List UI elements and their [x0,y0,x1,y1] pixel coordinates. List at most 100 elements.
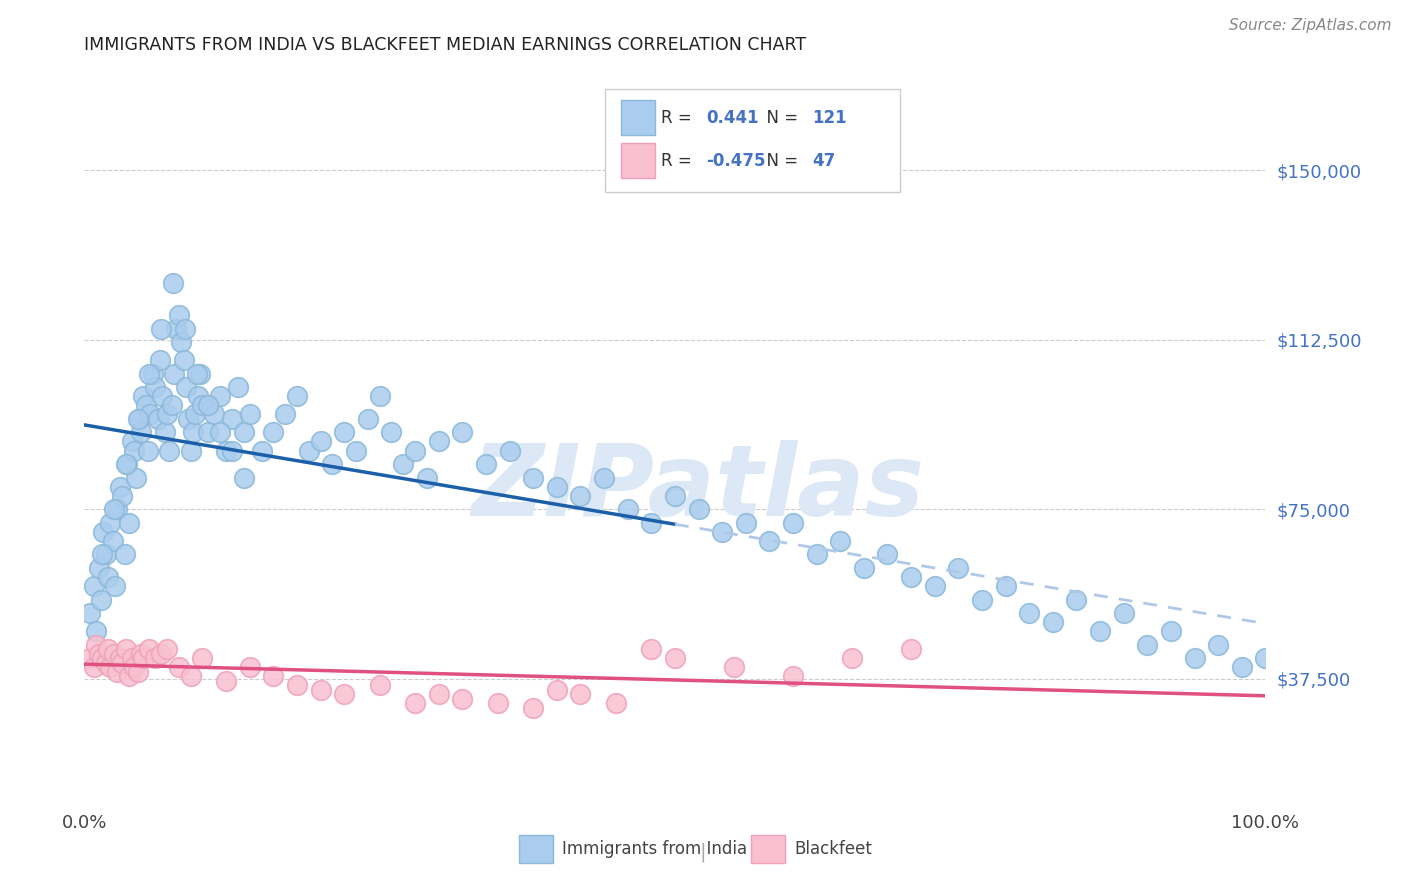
Point [1160,624,1182,639]
Point [392,457,415,471]
Point [333,425,356,440]
Point [191,651,214,665]
Point [900,642,922,657]
Point [239,660,262,674]
Text: 47: 47 [813,153,837,170]
Point [451,425,474,440]
Point [143,651,166,665]
Point [309,434,332,449]
Point [149,353,172,368]
Point [98,660,121,674]
Point [1184,651,1206,665]
Point [876,548,898,562]
Text: 0.441: 0.441 [706,110,758,128]
Point [209,425,232,440]
Point [239,408,262,422]
Point [98,516,121,530]
Point [132,651,155,665]
Point [416,470,439,484]
Point [127,665,149,679]
Point [215,673,238,688]
Text: IMMIGRANTS FROM INDIA VS BLACKFEET MEDIAN EARNINGS CORRELATION CHART: IMMIGRANTS FROM INDIA VS BLACKFEET MEDIA… [84,36,807,54]
Point [309,682,332,697]
Point [569,489,592,503]
Point [142,367,165,381]
Point [103,647,125,661]
Point [150,647,173,661]
Point [427,434,450,449]
Point [806,548,828,562]
Point [79,606,101,620]
Point [101,533,124,548]
Point [167,660,190,674]
Point [79,651,101,665]
Point [122,443,145,458]
Point [344,443,367,458]
Point [900,570,922,584]
Point [107,502,129,516]
Point [146,412,169,426]
Point [368,678,391,692]
Point [91,548,114,562]
Point [1018,606,1040,620]
Point [118,516,141,530]
Point [114,642,136,657]
Point [1112,606,1135,620]
Point [174,380,197,394]
Point [262,425,284,440]
Point [924,579,946,593]
Point [184,408,207,422]
Point [180,669,202,683]
Point [107,665,129,679]
Point [841,651,863,665]
Point [84,638,107,652]
Point [274,408,297,422]
Point [127,412,149,426]
Text: N =: N = [756,110,804,128]
Point [427,687,450,701]
Point [108,651,131,665]
Point [143,380,166,394]
Point [593,470,616,484]
Point [111,656,134,670]
Point [486,697,509,711]
Point [970,592,993,607]
Point [734,516,756,530]
Point [380,425,402,440]
Point [84,624,107,639]
Text: R =: R = [661,110,697,128]
Point [83,579,105,593]
Point [150,389,173,403]
Point [232,425,254,440]
Point [87,561,110,575]
Text: N =: N = [756,153,804,170]
Point [136,443,159,458]
Point [605,697,627,711]
Point [115,457,138,471]
Point [118,669,141,683]
Point [209,389,232,403]
Point [114,548,136,562]
Point [167,308,190,322]
Point [1254,651,1277,665]
Point [91,651,114,665]
Point [157,443,180,458]
Point [522,701,544,715]
Point [1042,615,1064,629]
Point [368,389,391,403]
Point [108,480,131,494]
Point [91,524,114,539]
Point [163,367,186,381]
Point [1206,638,1229,652]
Point [1066,592,1088,607]
Point [221,443,243,458]
Point [498,443,520,458]
Text: |: | [700,842,706,862]
Point [215,443,238,458]
Point [87,647,110,661]
Point [83,660,105,674]
Point [181,425,204,440]
Point [121,434,143,449]
Point [166,321,188,335]
Point [111,489,134,503]
